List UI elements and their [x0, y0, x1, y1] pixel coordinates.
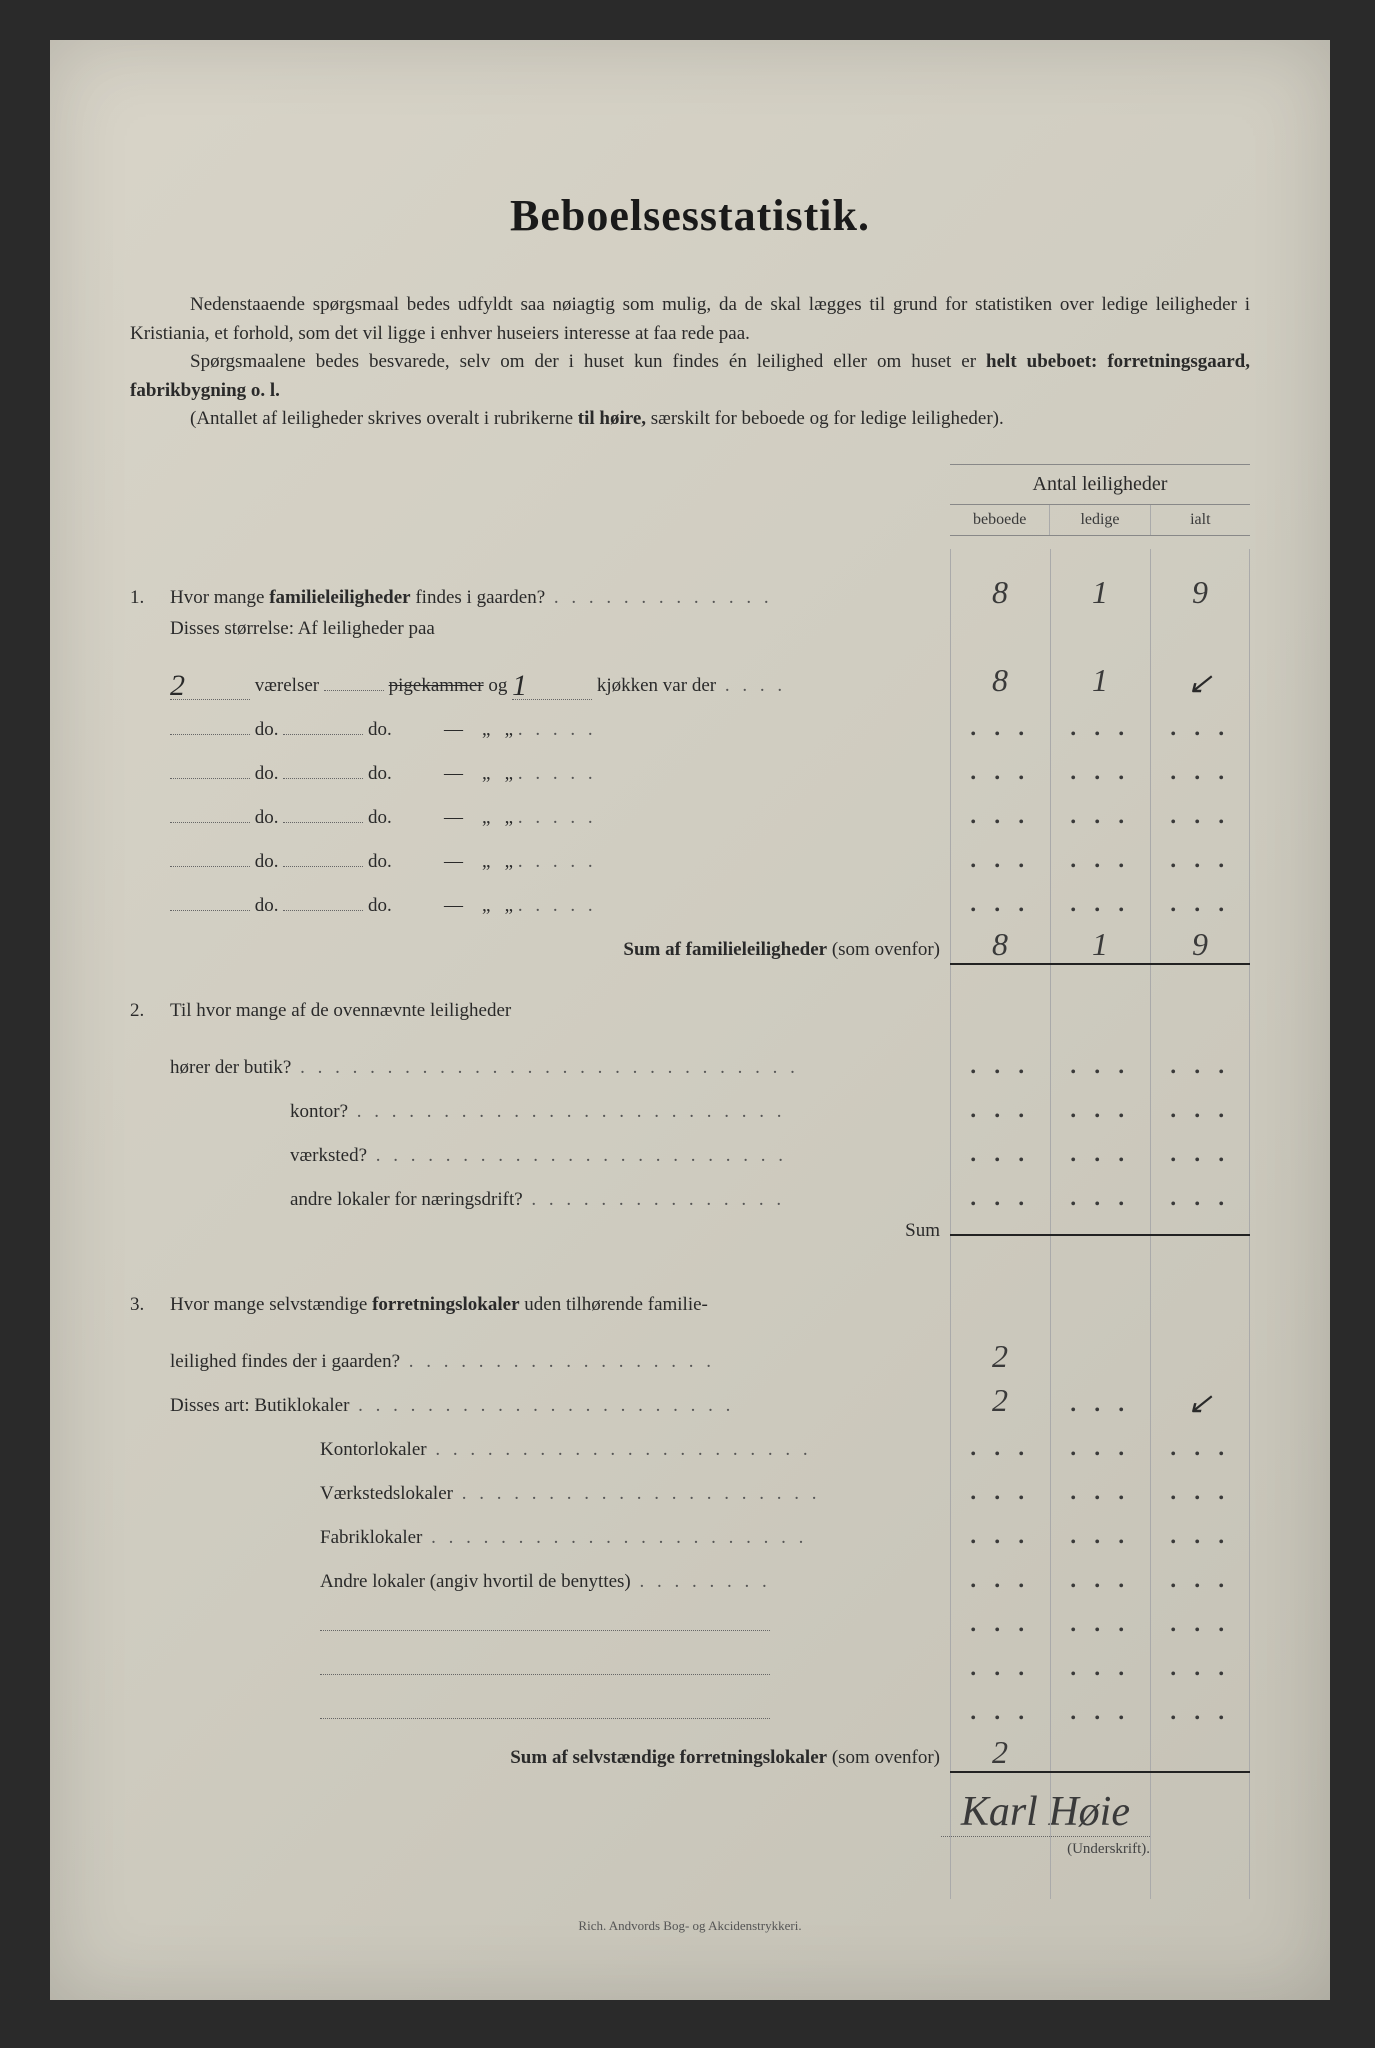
q2-andre: andre lokaler for næringsdrift? . . . . …	[130, 1176, 1250, 1220]
signature-label: (Underskrift).	[130, 1841, 1150, 1858]
column-header: Antal leiligheder beboede ledige ialt	[950, 464, 1250, 536]
intro-p3c: særskilt for beboede og for ledige leili…	[646, 408, 1004, 429]
hw-kjokken: 1	[512, 669, 527, 703]
q1-ialt: 9	[1150, 574, 1250, 611]
pigekammer-label: pigekammer	[389, 675, 484, 696]
r1-ledige: 1	[1050, 662, 1150, 699]
footer-imprint: Rich. Andvords Bog- og Akcidenstrykkeri.	[130, 1918, 1250, 1934]
do-row-1: do. do. — „ „ . . . . . . . .. . .. . .	[130, 706, 1250, 750]
q3-butik-val: 2	[950, 1382, 1050, 1419]
q1-text1b: familieleiligheder	[269, 587, 410, 608]
q1-text1c: findes i gaarden?	[411, 587, 546, 608]
q1-num: 1.	[130, 587, 170, 609]
col-ialt: ialt	[1151, 505, 1250, 535]
q3-kontor: Kontorlokaler . . . . . . . . . . . . . …	[130, 1426, 1250, 1470]
q3-num: 3.	[130, 1294, 170, 1316]
signature: Karl Høie	[941, 1788, 1150, 1837]
vaerelser-label: værelser	[255, 675, 319, 696]
hw-vaerelser: 2	[170, 669, 185, 703]
q1-disses-label: Disses størrelse: Af leiligheder paa	[170, 618, 950, 640]
q1-size-row1: 2 værelser pigekammer og 1 kjøkken var d…	[130, 662, 1250, 706]
blank-row-1: . . .. . .. . .	[130, 1602, 1250, 1646]
intro-p1: Nedenstaaende spørgsmaal bedes udfyldt s…	[130, 294, 1250, 344]
page-title: Beboelsesstatistik.	[130, 190, 1250, 241]
q3-vaerksted: Værkstedslokaler . . . . . . . . . . . .…	[130, 1470, 1250, 1514]
q1-sum-ledige: 1	[1050, 926, 1150, 965]
q1-sum-ialt: 9	[1150, 926, 1250, 965]
do-row-4: do. do. — „ „ . . . . . . . .. . .. . .	[130, 838, 1250, 882]
q1-text1: Hvor mange	[170, 587, 269, 608]
kjokken-label: kjøkken var der	[597, 675, 716, 696]
intro-p3a: (Antallet af leiligheder skrives overalt…	[190, 408, 578, 429]
q2-text: Til hvor mange af de ovennævnte leilighe…	[170, 1000, 950, 1022]
r1-ialt: ↙	[1150, 666, 1250, 703]
q2-row: 2. Til hvor mange af de ovennævnte leili…	[130, 1000, 1250, 1044]
intro-p2a: Spørgsmaalene bedes besvarede, selv om d…	[190, 351, 986, 372]
q1-disses: Disses størrelse: Af leiligheder paa	[130, 618, 1250, 662]
intro-p3b: til høire,	[578, 408, 646, 429]
antal-title: Antal leiligheder	[950, 464, 1250, 505]
q2-vaerksted: værksted? . . . . . . . . . . . . . . . …	[130, 1132, 1250, 1176]
q1-sum-beboede: 8	[950, 926, 1050, 965]
col-beboede: beboede	[950, 505, 1050, 535]
do-row-5: do. do. — „ „ . . . . . . . .. . .. . .	[130, 882, 1250, 926]
form-content: Antal leiligheder beboede ledige ialt 1.…	[130, 464, 1250, 1778]
q2-num: 2.	[130, 1000, 170, 1022]
q2-sum: Sum	[130, 1220, 1250, 1264]
q2-butik: hører der butik? . . . . . . . . . . . .…	[130, 1044, 1250, 1088]
q3-sum-label: Sum af selvstændige forretningslokaler	[510, 1747, 827, 1768]
q1-beboede: 8	[950, 574, 1050, 611]
intro-text: Nedenstaaende spørgsmaal bedes udfyldt s…	[130, 291, 1250, 434]
q1-ledige: 1	[1050, 574, 1150, 611]
do-row-3: do. do. — „ „ . . . . . . . .. . .. . .	[130, 794, 1250, 838]
q2-kontor: kontor? . . . . . . . . . . . . . . . . …	[130, 1088, 1250, 1132]
q1-sum-row: Sum af familieleiligheder (som ovenfor) …	[130, 926, 1250, 970]
signature-area: Karl Høie (Underskrift).	[130, 1788, 1250, 1858]
blank-row-2: . . .. . .. . .	[130, 1646, 1250, 1690]
do-row-2: do. do. — „ „ . . . . . . . .. . .. . .	[130, 750, 1250, 794]
document-page: Beboelsesstatistik. Nedenstaaende spørgs…	[50, 40, 1330, 2000]
col-ledige: ledige	[1050, 505, 1150, 535]
q3-val1: 2	[950, 1338, 1050, 1375]
q1-row: 1. Hvor mange familieleiligheder findes …	[130, 574, 1250, 618]
q3-fabrik: Fabriklokaler . . . . . . . . . . . . . …	[130, 1514, 1250, 1558]
blank-row-3: . . .. . .. . .	[130, 1690, 1250, 1734]
q3-sum-row: Sum af selvstændige forretningslokaler (…	[130, 1734, 1250, 1778]
r1-beboede: 8	[950, 662, 1050, 699]
q3-butik: Disses art: Butiklokaler . . . . . . . .…	[130, 1382, 1250, 1426]
q3-row: 3. Hvor mange selvstændige forretningslo…	[130, 1294, 1250, 1338]
q3-row2: leilighed findes der i gaarden? . . . . …	[130, 1338, 1250, 1382]
dots: . . . . . . . . . . . . .	[545, 587, 773, 608]
q3-sum-val: 2	[950, 1734, 1050, 1773]
q1-sum-label: Sum af familieleiligheder	[623, 939, 827, 960]
q3-andre: Andre lokaler (angiv hvortil de benyttes…	[130, 1558, 1250, 1602]
